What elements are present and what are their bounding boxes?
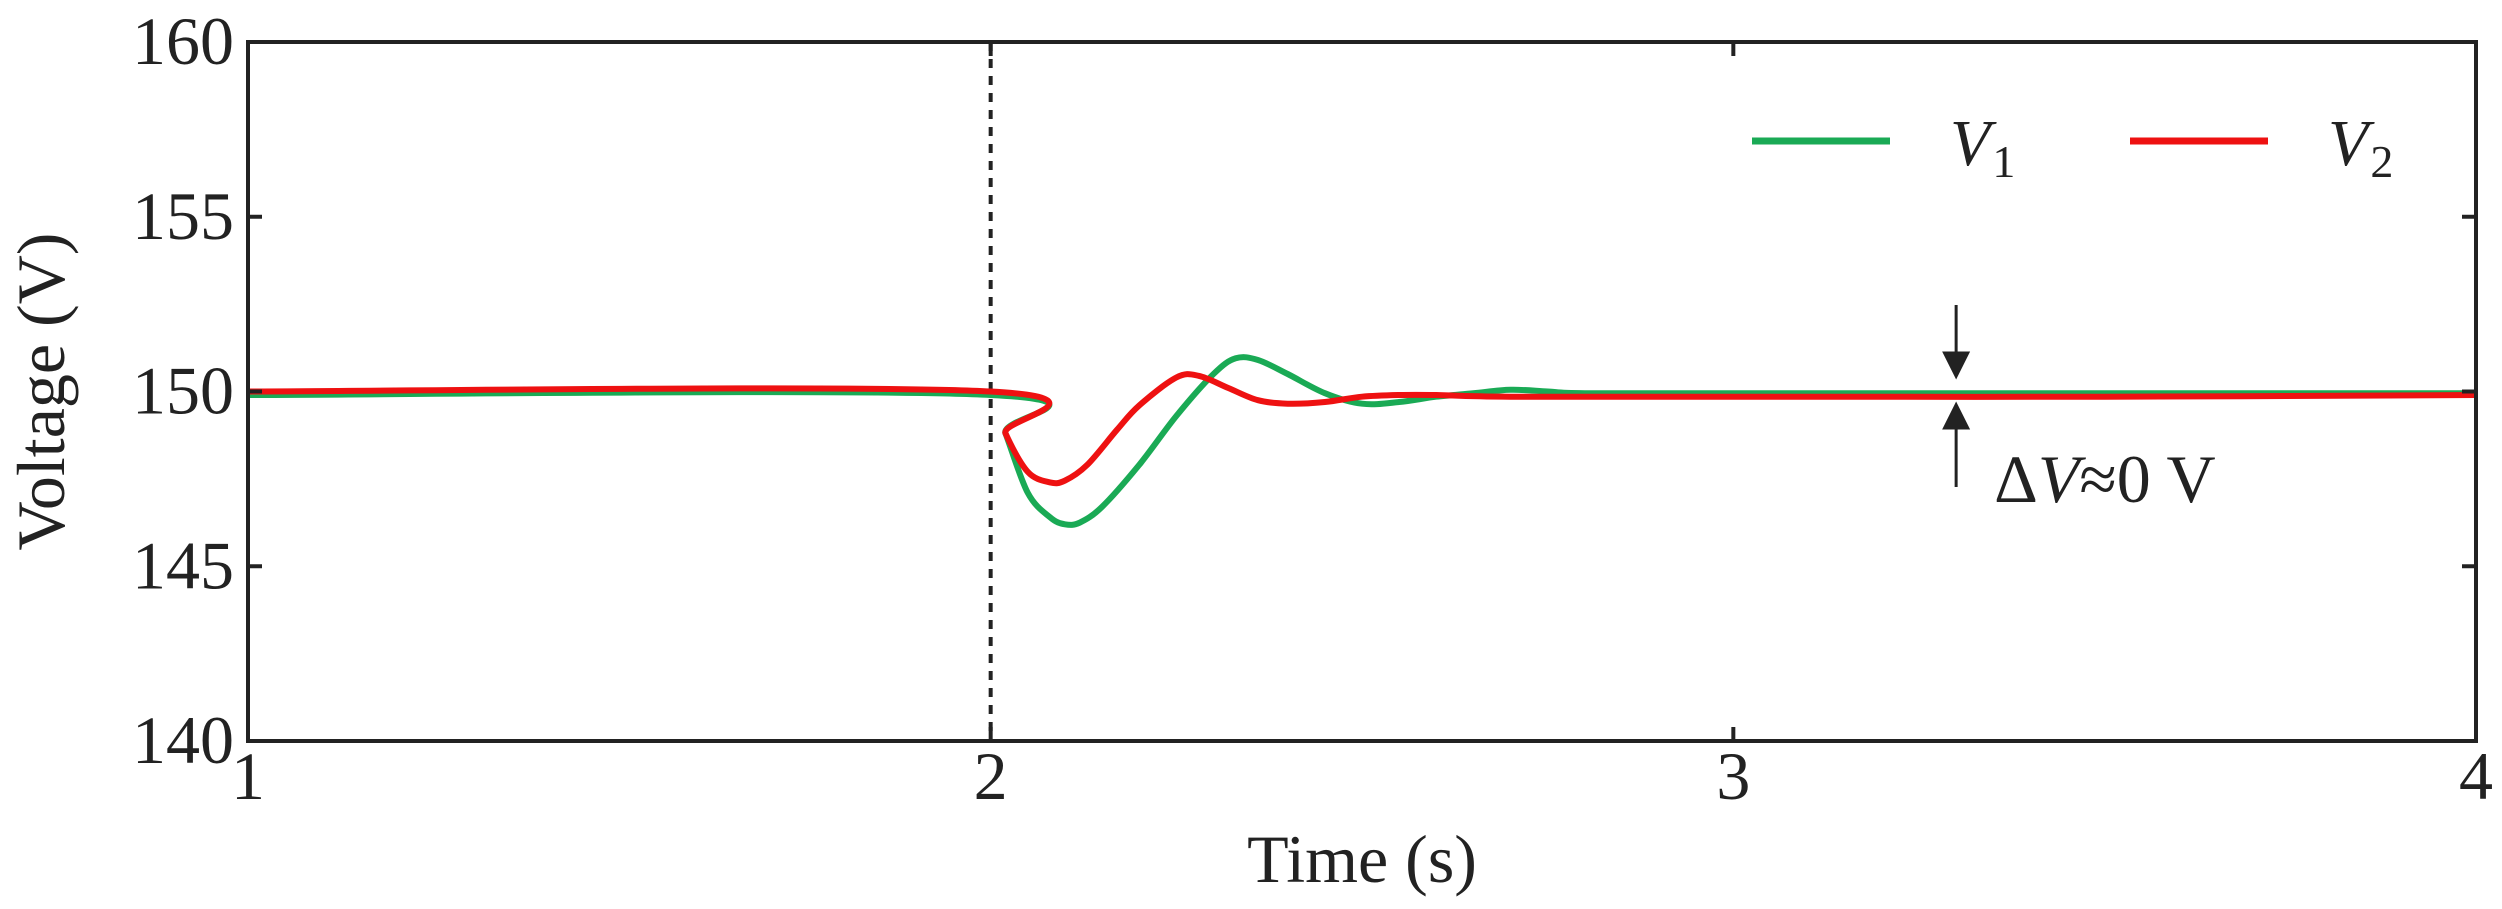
x-axis-label: Time (s) bbox=[1247, 821, 1477, 897]
series-line-v2 bbox=[248, 371, 2476, 487]
x-tick-label: 1 bbox=[231, 738, 265, 814]
y-tick-label: 140 bbox=[132, 702, 234, 778]
y-tick-label: 160 bbox=[132, 3, 234, 79]
x-tick-label: 3 bbox=[1716, 738, 1750, 814]
y-axis-label: Voltage (V) bbox=[3, 233, 79, 551]
y-tick-label: 145 bbox=[132, 527, 234, 603]
y-tick-label: 155 bbox=[132, 178, 234, 254]
annotation-delta-v-label: ΔV≈0 V bbox=[1994, 441, 2215, 517]
legend-label-v1: V1 bbox=[1950, 107, 2015, 187]
legend-label-v2: V2 bbox=[2328, 107, 2393, 187]
x-tick-label: 2 bbox=[974, 738, 1008, 814]
annotation-arrow-down-head bbox=[1942, 351, 1971, 380]
annotation-arrow-up-head bbox=[1942, 401, 1971, 430]
y-tick-label: 150 bbox=[132, 353, 234, 429]
x-tick-label: 4 bbox=[2459, 738, 2493, 814]
